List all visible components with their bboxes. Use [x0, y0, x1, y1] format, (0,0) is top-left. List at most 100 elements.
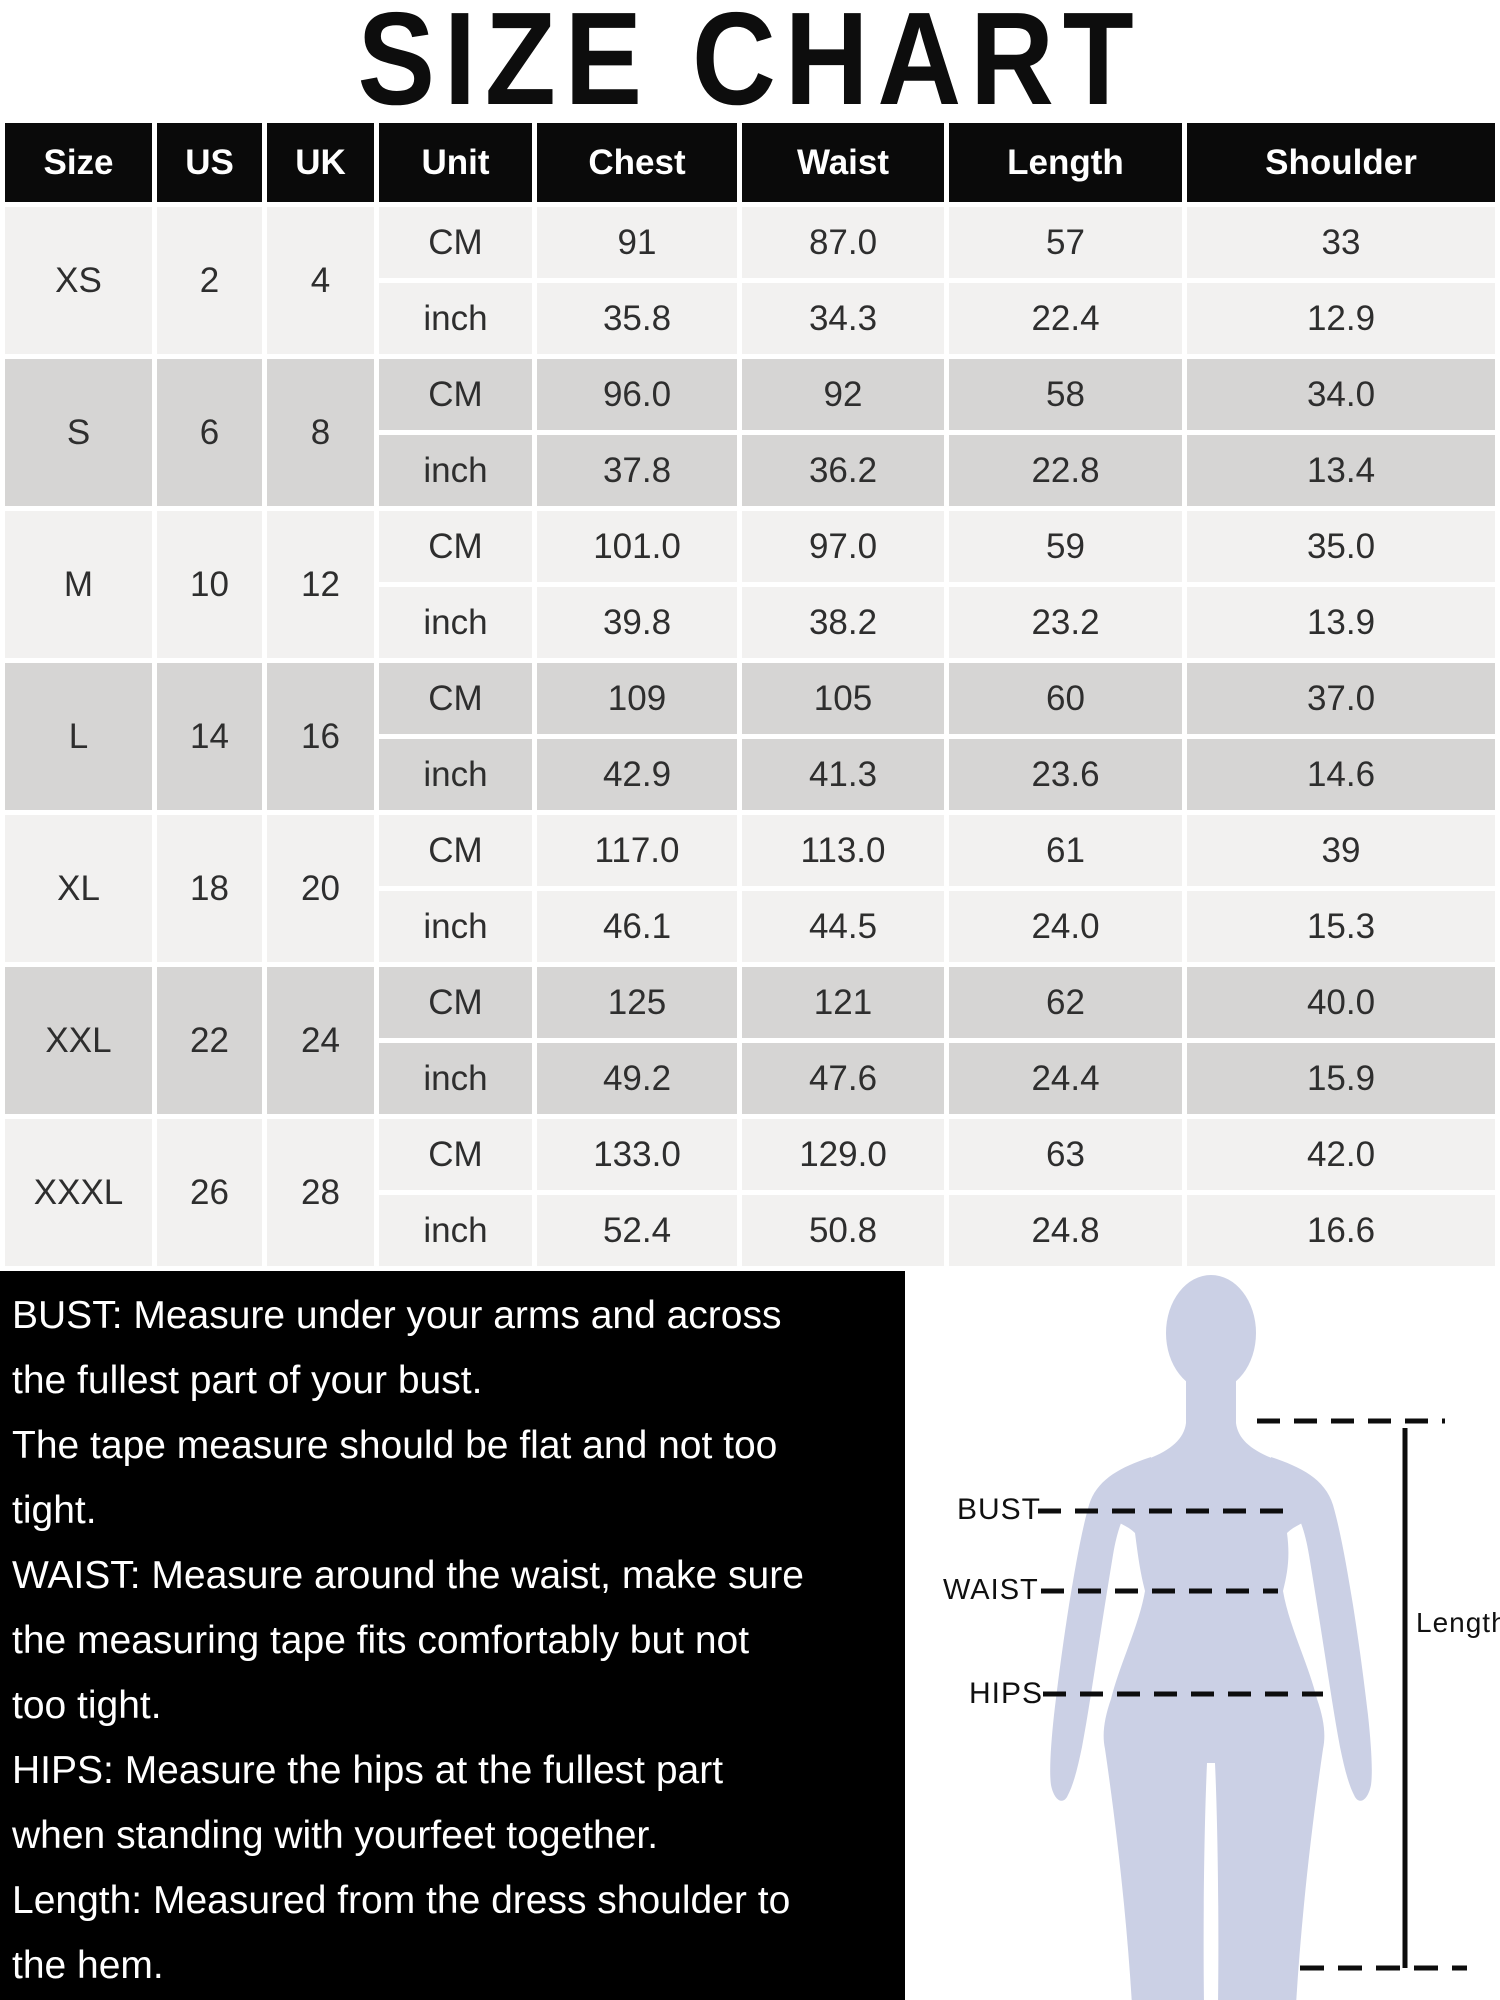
us-cell: 2	[152, 202, 267, 359]
chest-inch: 35.8	[532, 278, 742, 359]
table-row: inch 46.1 44.5 24.0 15.3	[3, 886, 1500, 967]
waist-cm: 129.0	[737, 1114, 949, 1195]
unit-cell: CM	[374, 658, 537, 739]
unit-cell: CM	[374, 962, 537, 1043]
uk-cell: 24	[262, 962, 379, 1119]
measurement-instructions: BUST: Measure under your arms and across…	[0, 1271, 905, 2000]
column-header-us: US	[152, 118, 267, 207]
table-row: inch 39.8 38.2 23.2 13.9	[3, 582, 1500, 663]
title-bar: SIZE CHART	[0, 0, 1500, 125]
instruction-line: tight.	[12, 1489, 97, 1532]
body-diagram-svg	[1038, 1275, 1467, 2000]
instruction-line: The tape measure should be flat and not …	[12, 1424, 778, 1467]
unit-cell: inch	[374, 1038, 537, 1119]
unit-cell: inch	[374, 430, 537, 511]
instruction-line: the measuring tape fits comfortably but …	[12, 1619, 750, 1662]
shoulder-inch: 15.9	[1182, 1038, 1500, 1119]
column-header-length: Length	[944, 118, 1187, 207]
table-row: inch 49.2 47.6 24.4 15.9	[3, 1038, 1500, 1119]
chest-inch: 37.8	[532, 430, 742, 511]
instruction-line: too tight.	[12, 1684, 162, 1727]
instruction-line: BUST: Measure under your arms and across	[12, 1294, 782, 1337]
size-cell: XXL	[0, 962, 157, 1119]
length-inch: 23.6	[944, 734, 1187, 815]
waist-inch: 50.8	[737, 1190, 949, 1271]
table-row: inch 42.9 41.3 23.6 14.6	[3, 734, 1500, 815]
chest-cm: 133.0	[532, 1114, 742, 1195]
instruction-line: the fullest part of your bust.	[12, 1359, 483, 1402]
waist-cm: 105	[737, 658, 949, 739]
hips-label: HIPS	[969, 1677, 1044, 1710]
unit-cell: inch	[374, 734, 537, 815]
shoulder-cm: 35.0	[1182, 506, 1500, 587]
shoulder-inch: 16.6	[1182, 1190, 1500, 1271]
bottom-section: BUST: Measure under your arms and across…	[0, 1271, 1500, 2000]
table-row: S 6 8 CM 96.0 92 58 34.0	[0, 354, 1500, 511]
length-cm: 57	[944, 202, 1187, 283]
unit-cell: CM	[374, 810, 537, 891]
body-diagram: BUST WAIST HIPS Length	[905, 1271, 1500, 2000]
chest-inch: 46.1	[532, 886, 742, 967]
table-row: inch 52.4 50.8 24.8 16.6	[3, 1190, 1500, 1271]
size-cell: XL	[0, 810, 157, 967]
size-chart-table: Size US UK Unit Chest Waist Length Shoul…	[0, 118, 1500, 1271]
page-title: SIZE CHART	[357, 0, 1143, 132]
column-header-uk: UK	[262, 118, 379, 207]
unit-cell: inch	[374, 1190, 537, 1271]
unit-cell: CM	[374, 1114, 537, 1195]
waist-label: WAIST	[943, 1574, 1039, 1606]
shoulder-cm: 34.0	[1182, 354, 1500, 435]
chest-inch: 42.9	[532, 734, 742, 815]
shoulder-inch: 13.9	[1182, 582, 1500, 663]
shoulder-cm: 37.0	[1182, 658, 1500, 739]
unit-cell: CM	[374, 354, 537, 435]
uk-cell: 8	[262, 354, 379, 511]
table-row: inch 35.8 34.3 22.4 12.9	[3, 278, 1500, 359]
table-header-row: Size US UK Unit Chest Waist Length Shoul…	[0, 118, 1500, 207]
column-header-chest: Chest	[532, 118, 742, 207]
chest-cm: 96.0	[532, 354, 742, 435]
uk-cell: 20	[262, 810, 379, 967]
waist-cm: 113.0	[737, 810, 949, 891]
unit-cell: inch	[374, 582, 537, 663]
length-inch: 22.8	[944, 430, 1187, 511]
length-inch: 22.4	[944, 278, 1187, 359]
length-cm: 59	[944, 506, 1187, 587]
length-cm: 60	[944, 658, 1187, 739]
table-row: XXL 22 24 CM 125 121 62 40.0	[0, 962, 1500, 1119]
chest-cm: 125	[532, 962, 742, 1043]
shoulder-cm: 33	[1182, 202, 1500, 283]
length-cm: 62	[944, 962, 1187, 1043]
shoulder-inch: 15.3	[1182, 886, 1500, 967]
measurement-lines	[1038, 1418, 1467, 1971]
waist-cm: 97.0	[737, 506, 949, 587]
size-cell: S	[0, 354, 157, 511]
table-row: XL 18 20 CM 117.0 113.0 61 39	[0, 810, 1500, 967]
uk-cell: 16	[262, 658, 379, 815]
chest-inch: 49.2	[532, 1038, 742, 1119]
column-header-unit: Unit	[374, 118, 537, 207]
size-cell: XS	[0, 202, 157, 359]
length-inch: 23.2	[944, 582, 1187, 663]
column-header-waist: Waist	[737, 118, 949, 207]
waist-cm: 121	[737, 962, 949, 1043]
waist-inch: 47.6	[737, 1038, 949, 1119]
instruction-line: when standing with yourfeet together.	[12, 1814, 659, 1857]
instruction-line: WAIST: Measure around the waist, make su…	[12, 1554, 804, 1597]
chest-cm: 109	[532, 658, 742, 739]
size-cell: L	[0, 658, 157, 815]
bust-label: BUST	[957, 1493, 1042, 1526]
shoulder-inch: 13.4	[1182, 430, 1500, 511]
column-header-size: Size	[0, 118, 157, 207]
length-inch: 24.8	[944, 1190, 1187, 1271]
uk-cell: 28	[262, 1114, 379, 1271]
length-cm: 63	[944, 1114, 1187, 1195]
us-cell: 18	[152, 810, 267, 967]
length-inch: 24.0	[944, 886, 1187, 967]
waist-cm: 87.0	[737, 202, 949, 283]
us-cell: 14	[152, 658, 267, 815]
length-cm: 61	[944, 810, 1187, 891]
column-header-shoulder: Shoulder	[1182, 118, 1500, 207]
length-inch: 24.4	[944, 1038, 1187, 1119]
table-row: XS 2 4 CM 91 87.0 57 33	[0, 202, 1500, 359]
